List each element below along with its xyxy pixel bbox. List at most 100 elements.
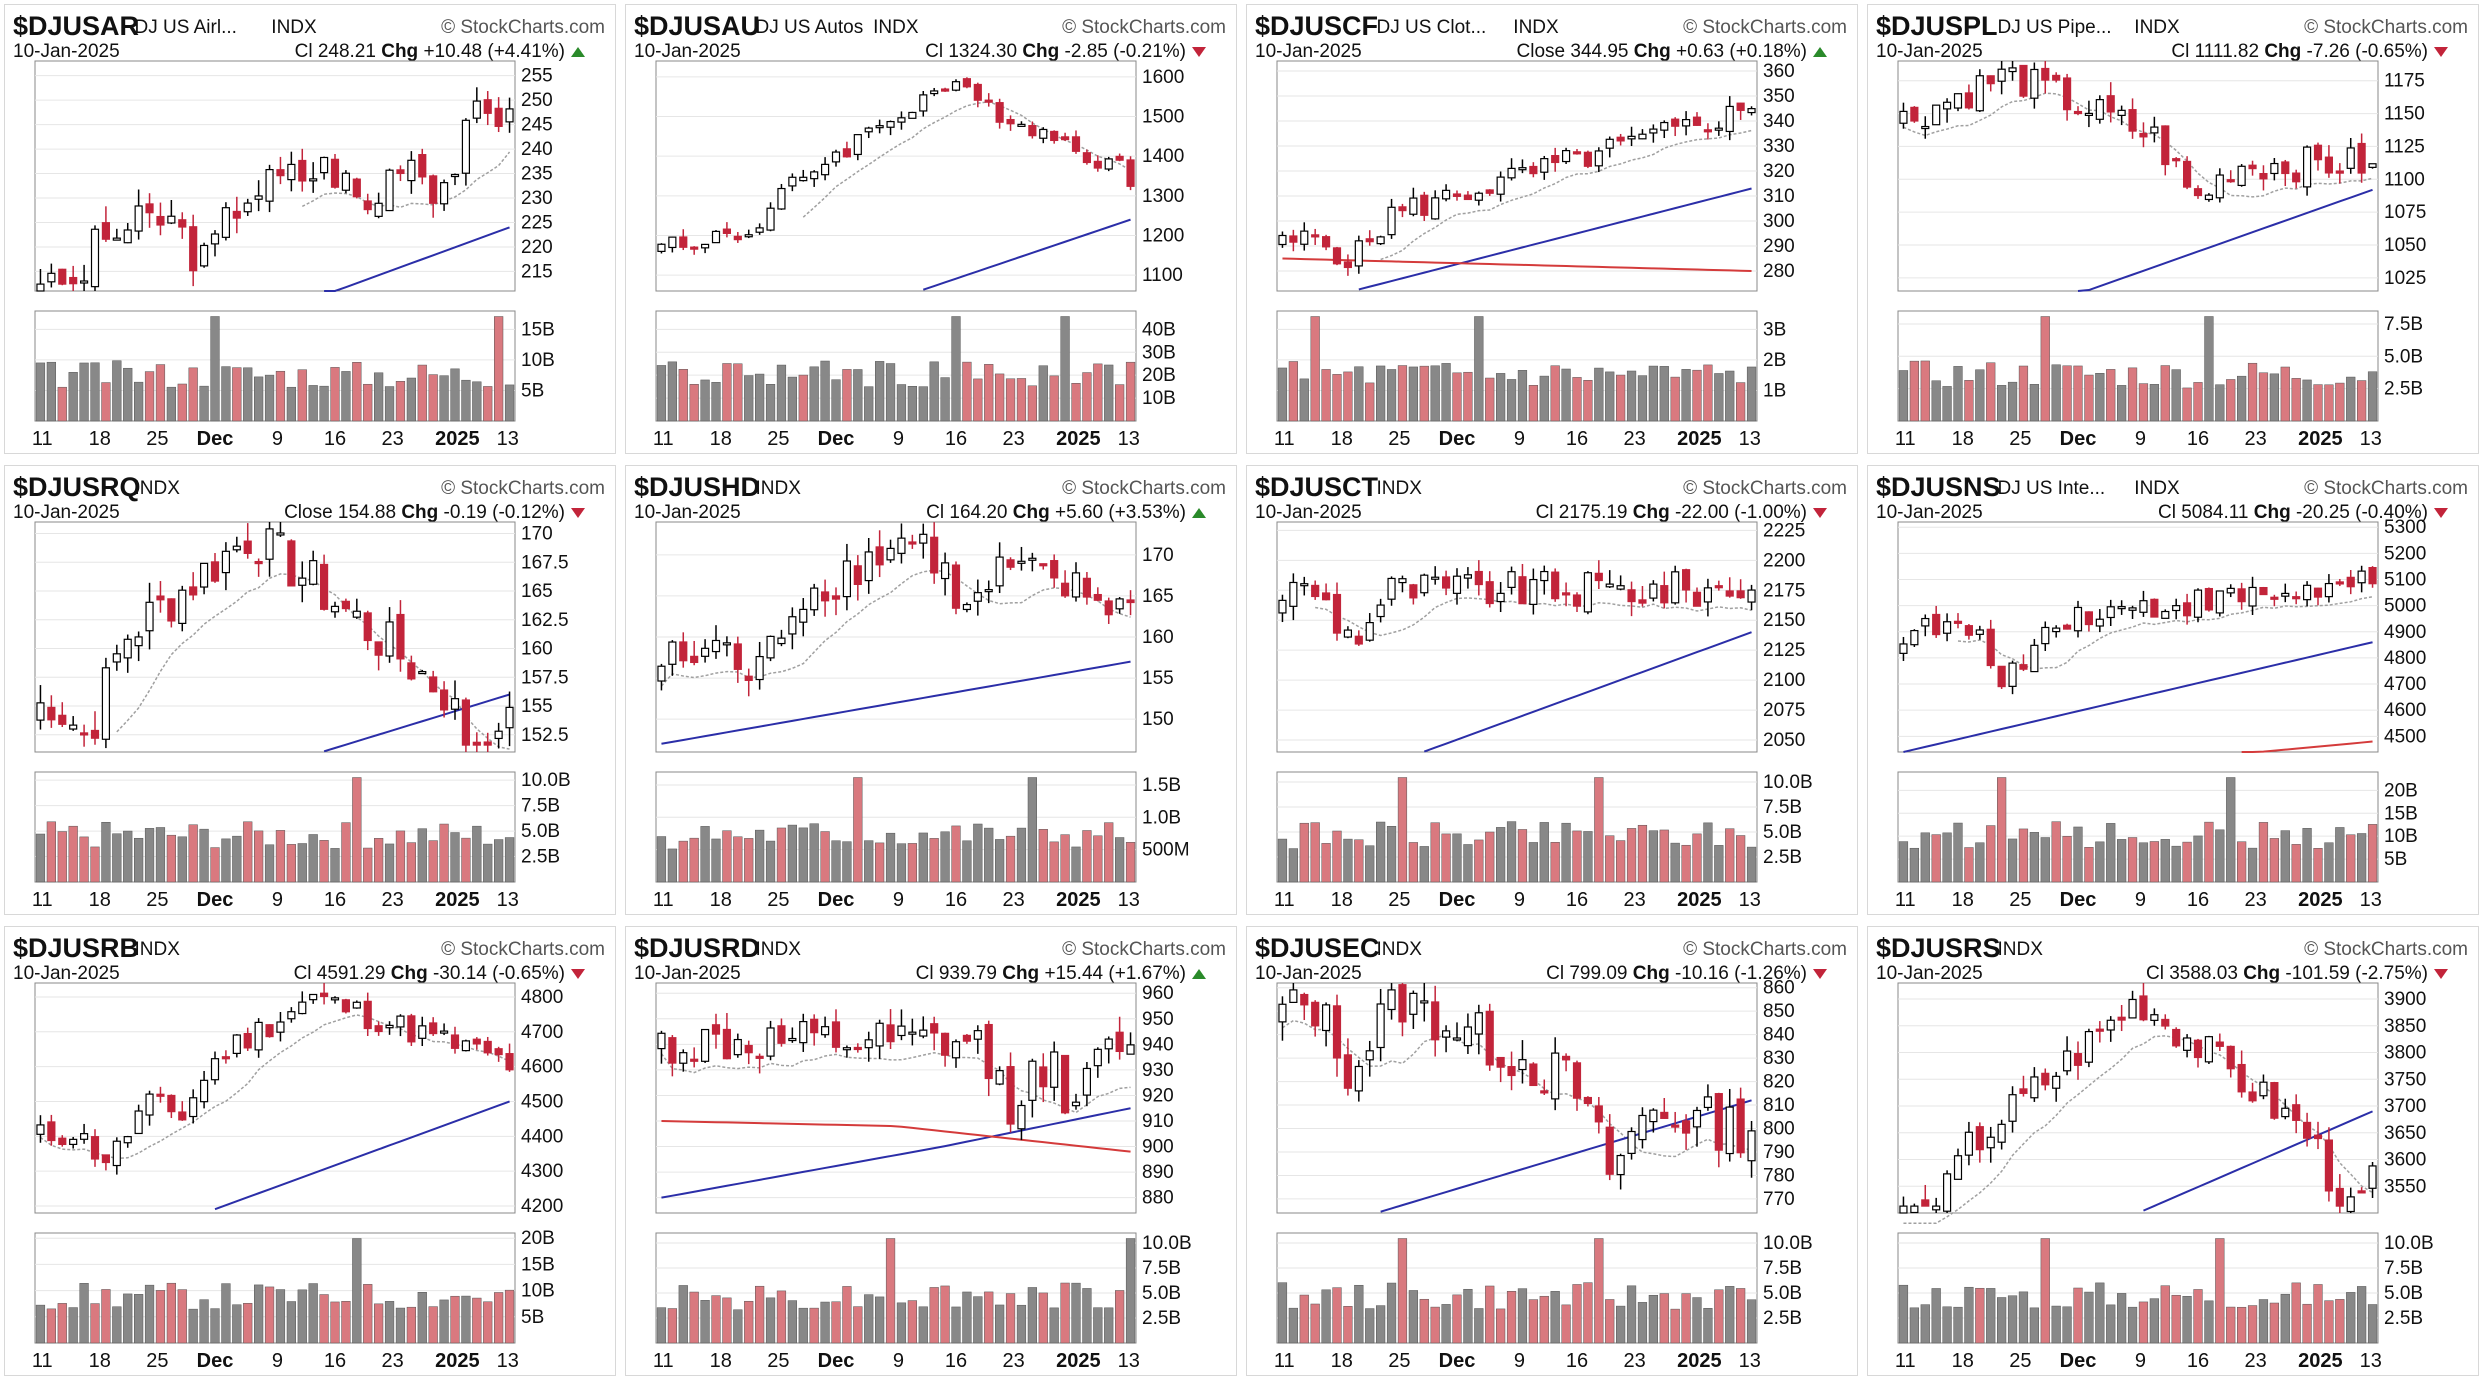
price-tick-label: 1600 <box>1142 67 1184 88</box>
volume-bar <box>2226 1306 2236 1344</box>
volume-pane <box>1897 771 2379 883</box>
price-tick-label: 255 <box>521 66 553 87</box>
volume-bar <box>1714 1289 1724 1344</box>
price-pane <box>34 982 516 1214</box>
chart-panel-djuspl[interactable]: $DJUSPL DJ US Pipe... INDX © StockCharts.co… <box>1867 4 2479 454</box>
chart-panel-djusrs[interactable]: $DJUSRS INDX © StockCharts.com 10-Jan-2025 C… <box>1867 926 2479 1376</box>
chart-panel-djusrb[interactable]: $DJUSRB INDX © StockCharts.com 10-Jan-2025 C… <box>4 926 616 1376</box>
x-axis-label: 23 <box>381 428 403 450</box>
x-axis-label: 2025 <box>1056 889 1101 911</box>
price-tick-label: 300 <box>1763 211 1795 232</box>
volume-pane <box>1897 1232 2379 1344</box>
chart-panel-djusrd[interactable]: $DJUSRD INDX © StockCharts.com 10-Jan-2025 C… <box>625 926 1237 1376</box>
volume-bar <box>929 838 939 883</box>
candle-down <box>2139 132 2148 138</box>
volume-bar <box>744 1300 754 1344</box>
volume-bar <box>1027 1287 1037 1344</box>
chart-panel-djushd[interactable]: $DJUSHD INDX © StockCharts.com 10-Jan-2025 C… <box>625 465 1237 915</box>
volume-bar <box>341 1301 351 1344</box>
candle-up <box>440 1030 449 1034</box>
volume-bar <box>1310 316 1320 422</box>
volume-bar <box>1104 364 1114 422</box>
price-tick-label: 2150 <box>1763 610 1805 631</box>
candle-down <box>1485 1010 1494 1066</box>
candle-down <box>941 1032 950 1056</box>
volume-bar <box>297 1289 307 1344</box>
volume-bar <box>1997 1297 2007 1344</box>
x-axis-label: 16 <box>2187 1350 2209 1372</box>
x-axis-label: 16 <box>2187 428 2209 450</box>
volume-bar <box>1093 835 1103 883</box>
candle-up <box>1583 572 1593 613</box>
candle-up <box>134 205 143 232</box>
chart-panel-djusau[interactable]: $DJUSAU DJ US Autos INDX © StockCharts.com 1… <box>625 4 1237 454</box>
price-value: 799.09 <box>1569 963 1627 984</box>
chart-exchange: INDX <box>271 17 317 38</box>
price-label: Cl <box>294 963 317 984</box>
volume-bar <box>885 1238 896 1344</box>
candle-down <box>2063 77 2072 111</box>
price-tick-label: 2200 <box>1763 550 1805 571</box>
candle-up <box>1551 1052 1560 1100</box>
volume-bar <box>352 777 362 883</box>
chart-panel-djusct[interactable]: $DJUSCT INDX © StockCharts.com 10-Jan-2025 C… <box>1246 465 1858 915</box>
x-axis-label: 9 <box>2135 889 2146 911</box>
volume-bar <box>35 1304 46 1344</box>
candle-up <box>2324 582 2334 598</box>
price-tick-label: 320 <box>1763 161 1795 182</box>
x-axis-label: 11 <box>1274 889 1295 911</box>
arrow-down-icon <box>2434 47 2448 57</box>
price-readout: Close 344.95 Chg +0.63 (+0.18%) <box>1517 41 1807 62</box>
candle-down <box>483 1040 492 1054</box>
candle-down <box>2226 1045 2235 1070</box>
chart-panel-djusec[interactable]: $DJUSEC INDX © StockCharts.com 10-Jan-2025 C… <box>1246 926 1858 1376</box>
x-axis-label: 25 <box>1388 428 1410 450</box>
volume-bar <box>2357 833 2367 883</box>
candle-up <box>1420 574 1429 594</box>
candle-down <box>722 1028 732 1060</box>
price-readout: Cl 5084.11 Chg -20.25 (-0.40%) <box>2158 502 2428 523</box>
chart-panel-djusar[interactable]: $DJUSAR DJ US Airl... INDX © StockCharts.co… <box>4 4 616 454</box>
candle-up <box>755 655 764 681</box>
volume-bar <box>57 831 67 883</box>
volume-bar <box>656 836 667 883</box>
volume-bar <box>264 374 275 422</box>
chart-panel-djusns[interactable]: $DJUSNS DJ US Inte... INDX © StockCharts.co… <box>1867 465 2479 915</box>
volume-bar <box>1082 830 1092 883</box>
x-axis-label: 25 <box>1388 889 1410 911</box>
volume-bar <box>275 1289 286 1344</box>
candle-down <box>1692 116 1702 126</box>
price-tick-label: 310 <box>1763 186 1795 207</box>
volume-bar <box>2040 316 2050 422</box>
candle-up <box>2204 1036 2214 1063</box>
volume-bar <box>1659 366 1669 422</box>
price-tick-label: 940 <box>1142 1034 1174 1055</box>
price-pane <box>1897 521 2379 753</box>
candle-down <box>1921 1199 1930 1207</box>
candle-down <box>101 222 111 240</box>
candle-down <box>842 148 852 158</box>
candle-down <box>2292 596 2301 600</box>
candle-down <box>821 591 830 602</box>
price-tick-label: 5000 <box>2384 596 2426 617</box>
x-axis-label: Dec <box>1439 889 1476 911</box>
chg-value: +10.48 (+4.41%) <box>423 41 565 62</box>
volume-bar <box>995 373 1005 422</box>
chart-exchange: INDX <box>135 478 181 499</box>
volume-bar <box>2127 367 2138 422</box>
candle-up <box>1039 128 1048 139</box>
price-value: 248.21 <box>318 41 376 62</box>
chart-panel-djusrq[interactable]: $DJUSRQ INDX © StockCharts.com 10-Jan-2025 C… <box>4 465 616 915</box>
candle-up <box>1594 150 1603 167</box>
candle-up <box>1071 1101 1081 1107</box>
volume-bar <box>254 376 264 422</box>
candle-up <box>755 227 764 233</box>
candle-up <box>668 641 677 665</box>
chg-value: -10.16 (-1.26%) <box>1675 963 1807 984</box>
volume-bar <box>689 837 699 883</box>
volume-bar <box>1898 370 1909 422</box>
chart-panel-djuscf[interactable]: $DJUSCF DJ US Clot... INDX © StockCharts.co… <box>1246 4 1858 454</box>
volume-bar <box>2171 369 2181 422</box>
price-value: 1324.30 <box>948 41 1017 62</box>
candle-up <box>2106 606 2115 619</box>
